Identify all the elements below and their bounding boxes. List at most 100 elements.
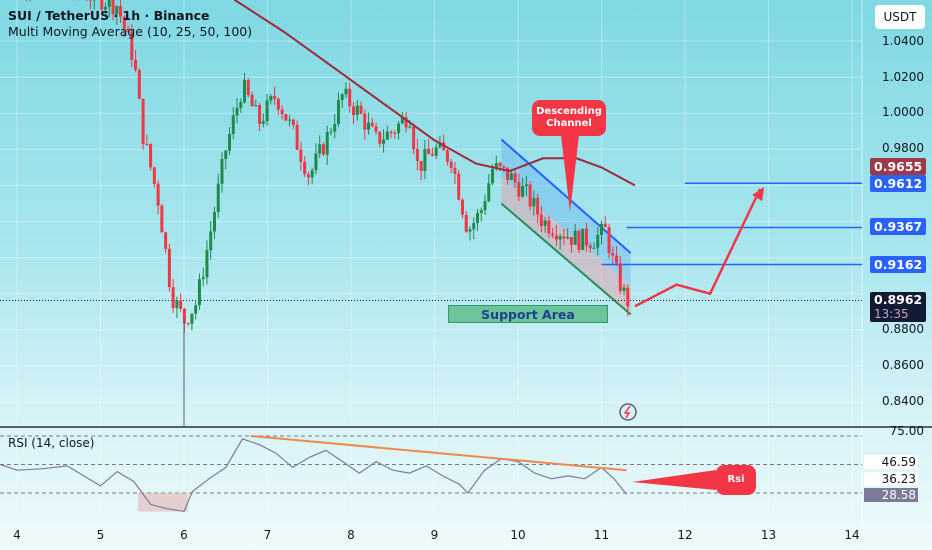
candle-body xyxy=(400,117,404,124)
price-tick: 1.0000 xyxy=(882,105,924,119)
candle-body xyxy=(299,149,303,162)
price-tick: 0.8600 xyxy=(882,358,924,372)
time-axis-label: 4 xyxy=(13,528,21,542)
candle-body xyxy=(119,6,123,17)
candle-body xyxy=(415,149,419,161)
time-axis-label: 14 xyxy=(844,528,860,542)
time-axis-label: 5 xyxy=(96,528,105,542)
rsi-line xyxy=(0,438,628,513)
indicator-label[interactable]: Multi Moving Average (10, 25, 50, 100) xyxy=(8,24,253,39)
candle-body xyxy=(434,147,438,156)
candle-body xyxy=(539,214,543,226)
candle-body xyxy=(310,170,314,178)
rsi-tick: 36.23 xyxy=(864,472,918,486)
candle-body xyxy=(88,0,92,1)
candle-body xyxy=(280,109,284,115)
candle-body xyxy=(611,252,615,256)
candle-body xyxy=(318,144,322,154)
time-axis-label: 9 xyxy=(430,528,439,542)
candle-body xyxy=(209,231,213,251)
time-axis-label: 8 xyxy=(347,528,355,542)
candle-body xyxy=(224,150,228,159)
candle-body xyxy=(491,168,495,184)
candle-body xyxy=(367,122,371,130)
candle-body xyxy=(186,323,190,325)
candle-body xyxy=(258,105,262,124)
level-price-tag: 0.9162 xyxy=(870,256,926,273)
candle-body xyxy=(269,96,273,101)
candle-body xyxy=(404,117,408,128)
candle-body xyxy=(476,212,480,223)
candle-body xyxy=(190,313,194,324)
candle-body xyxy=(325,132,329,155)
candle-body xyxy=(231,115,235,134)
candle-body xyxy=(581,228,585,250)
candle-body xyxy=(551,233,555,236)
candle-body xyxy=(596,234,600,248)
candle-body xyxy=(179,300,183,309)
time-axis-label: 11 xyxy=(593,528,610,542)
candle-body xyxy=(107,0,111,7)
rsi-label[interactable]: RSI (14, close) xyxy=(8,436,95,450)
candle-body xyxy=(389,131,393,133)
candle-body xyxy=(130,31,134,60)
candle-body xyxy=(385,131,389,140)
candle-body xyxy=(156,183,160,206)
time-axis-label: 6 xyxy=(180,528,188,542)
candle-body xyxy=(430,154,434,156)
candle-body xyxy=(167,248,171,288)
candle-body xyxy=(457,173,461,200)
price-tick: 1.0200 xyxy=(882,70,924,84)
candle-body xyxy=(524,184,528,187)
candle-body xyxy=(228,133,232,151)
candle-body xyxy=(145,143,149,145)
candle-body xyxy=(197,279,201,306)
candle-body xyxy=(348,88,352,107)
candle-body xyxy=(502,166,506,168)
candle-body xyxy=(321,144,325,155)
candle-body xyxy=(393,132,397,134)
candle-body xyxy=(577,230,581,250)
currency-button[interactable]: USDT xyxy=(875,5,925,29)
candle-body xyxy=(419,160,423,171)
candle-body xyxy=(126,28,130,32)
candle-body xyxy=(573,230,577,245)
last-price-tag: 0.8962 13:35 xyxy=(870,292,926,322)
candle-body xyxy=(314,153,318,171)
candle-body xyxy=(205,250,209,278)
candle-body xyxy=(569,237,573,245)
ma-price-tag: 0.9655 xyxy=(870,158,926,175)
candle-body xyxy=(355,105,359,116)
candle-body xyxy=(479,210,483,213)
candle-body xyxy=(216,183,220,213)
candle-body xyxy=(412,126,416,150)
candle-body xyxy=(250,94,254,107)
candle-body xyxy=(472,222,476,230)
candle-body xyxy=(460,199,464,215)
candle-body xyxy=(618,263,622,291)
candle-body xyxy=(220,158,224,184)
candle-body xyxy=(427,148,431,155)
candle-body xyxy=(359,105,363,114)
candle-body xyxy=(352,106,356,116)
candle-body xyxy=(164,232,168,249)
candle-body xyxy=(246,80,250,95)
candle-body xyxy=(261,121,265,124)
candle-body xyxy=(517,182,521,197)
candle-body xyxy=(438,142,442,148)
candle-body xyxy=(141,98,145,144)
candle-body xyxy=(588,245,592,248)
price-tick: 0.8800 xyxy=(882,322,924,336)
ma100-line xyxy=(233,0,636,187)
symbol-title: SUI / TetherUS · 1h · Binance xyxy=(8,8,210,23)
candle-body xyxy=(100,0,104,10)
time-axis-label: 13 xyxy=(760,528,777,542)
candle-body xyxy=(273,96,277,99)
candle-body xyxy=(340,94,344,101)
candle-body xyxy=(506,167,510,180)
candle-body xyxy=(562,236,566,239)
candle-body xyxy=(397,123,401,134)
rsi-tick: 75.00 xyxy=(889,424,924,438)
candle-body xyxy=(543,220,547,226)
